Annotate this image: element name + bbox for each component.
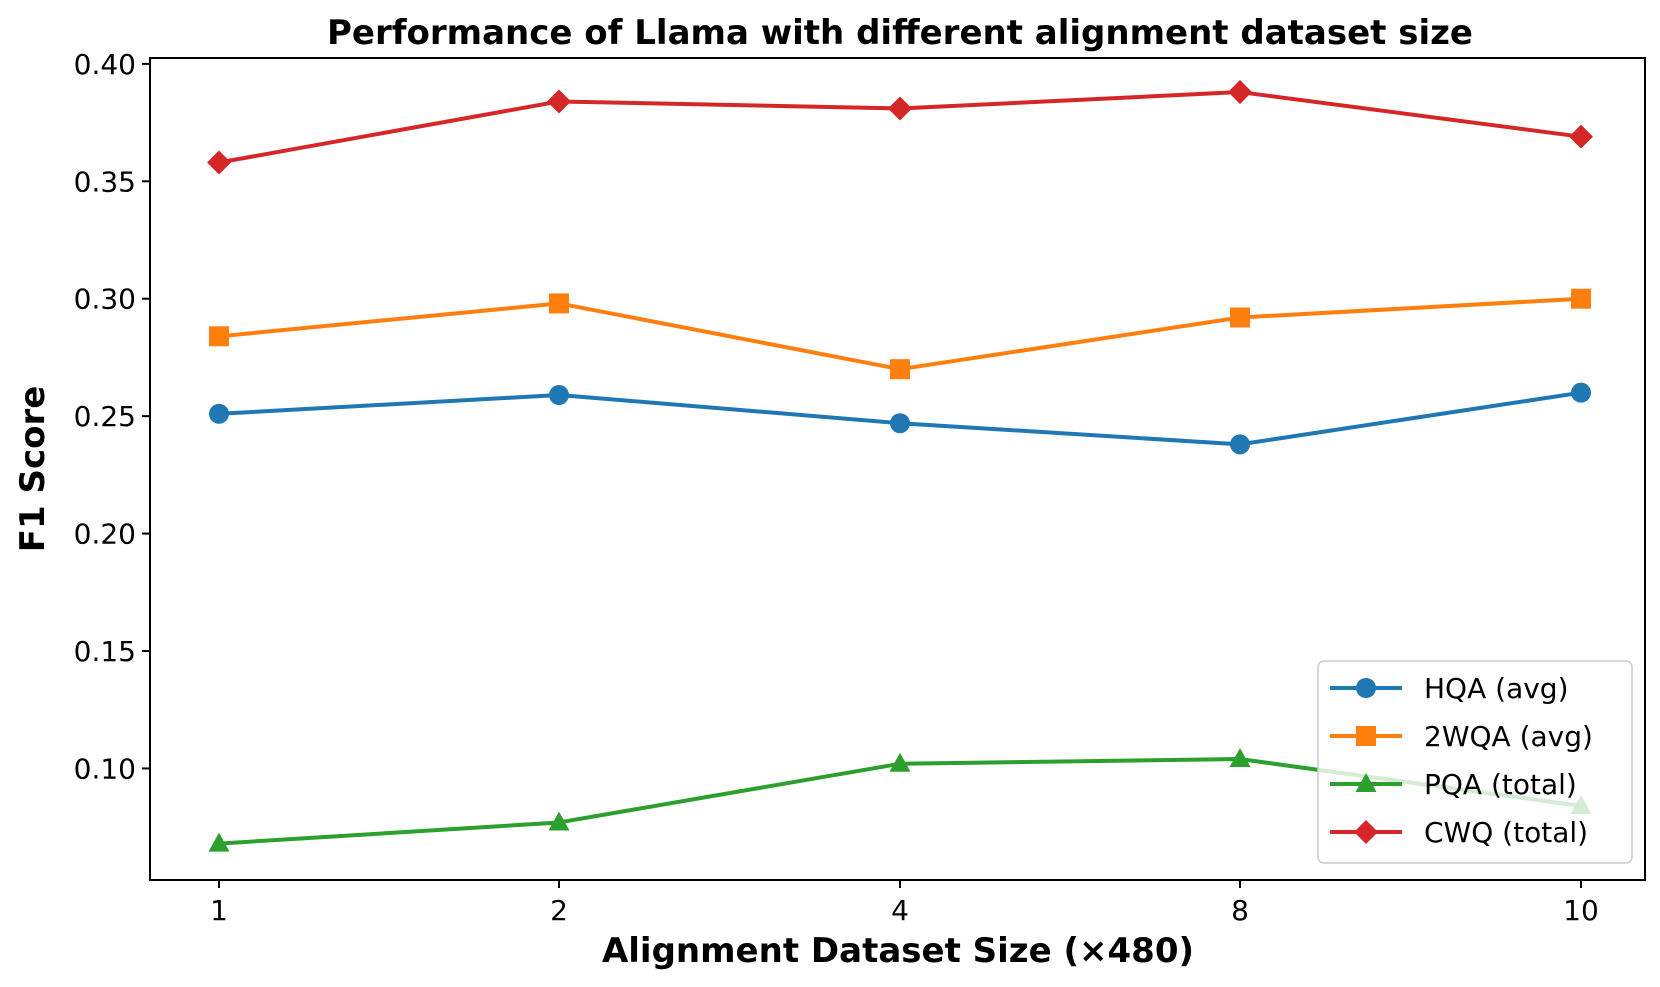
- y-tick-label: 0.10: [74, 752, 136, 785]
- x-tick-label: 10: [1563, 894, 1599, 927]
- legend-marker: [1356, 726, 1376, 746]
- legend-label: 2WQA (avg): [1424, 720, 1593, 753]
- series-1: [209, 382, 1591, 455]
- y-tick-label: 0.25: [74, 400, 136, 433]
- y-tick-label: 0.30: [74, 283, 136, 316]
- data-point: [549, 385, 569, 406]
- x-axis-label: Alignment Dataset Size (×480): [602, 931, 1194, 971]
- legend-box: [1317, 660, 1633, 864]
- legend-entry: 2WQA (avg): [1330, 720, 1593, 753]
- y-axis: 0.10 0.15 0.20 0.25 0.30 0.35 0.40: [74, 48, 150, 785]
- chart-title: Performance of Llama with different alig…: [327, 13, 1473, 53]
- data-point: [888, 96, 912, 121]
- data-point: [889, 752, 911, 772]
- data-point: [207, 150, 231, 175]
- legend-marker: [1355, 773, 1377, 792]
- data-point: [548, 811, 570, 831]
- legend-marker: [1354, 820, 1378, 844]
- x-tick-label: 1: [210, 894, 228, 927]
- x-axis: 1 2 4 8 10: [210, 880, 1599, 927]
- legend-entry: HQA (avg): [1330, 672, 1569, 705]
- data-point: [1228, 80, 1252, 105]
- data-point: [1569, 124, 1593, 149]
- y-axis-label: F1 Score: [13, 386, 53, 553]
- y-tick-label: 0.35: [74, 165, 136, 198]
- series-line: [218, 296, 1582, 372]
- data-point: [209, 326, 229, 347]
- x-tick-label: 8: [1231, 894, 1249, 927]
- legend: HQA (avg) 2WQA (avg) PQA (total) CWQ (total…: [1317, 660, 1633, 864]
- y-tick-label: 0.20: [74, 518, 136, 551]
- data-point: [890, 359, 910, 380]
- data-point: [547, 89, 571, 114]
- legend-entry: PQA (total): [1330, 768, 1577, 801]
- data-point: [208, 832, 230, 852]
- data-point: [209, 403, 229, 424]
- data-point: [1230, 307, 1250, 328]
- data-point: [890, 413, 910, 434]
- legend-label: HQA (avg): [1424, 672, 1569, 705]
- data-point: [1229, 748, 1251, 768]
- legend-marker: [1356, 678, 1376, 698]
- legend-label: CWQ (total): [1424, 816, 1588, 849]
- data-point: [549, 293, 569, 314]
- series-2: [209, 288, 1591, 380]
- x-tick-label: 4: [891, 894, 909, 927]
- data-point: [1571, 382, 1591, 403]
- y-tick-label: 0.40: [74, 48, 136, 81]
- legend-entry: CWQ (total): [1330, 816, 1588, 849]
- data-point: [1230, 434, 1250, 455]
- legend-label: PQA (total): [1424, 768, 1577, 801]
- x-tick-label: 2: [550, 894, 568, 927]
- y-tick-label: 0.15: [74, 635, 136, 668]
- data-point: [1571, 288, 1591, 309]
- series-4: [207, 80, 1593, 175]
- plot-area-frame: [149, 57, 1646, 881]
